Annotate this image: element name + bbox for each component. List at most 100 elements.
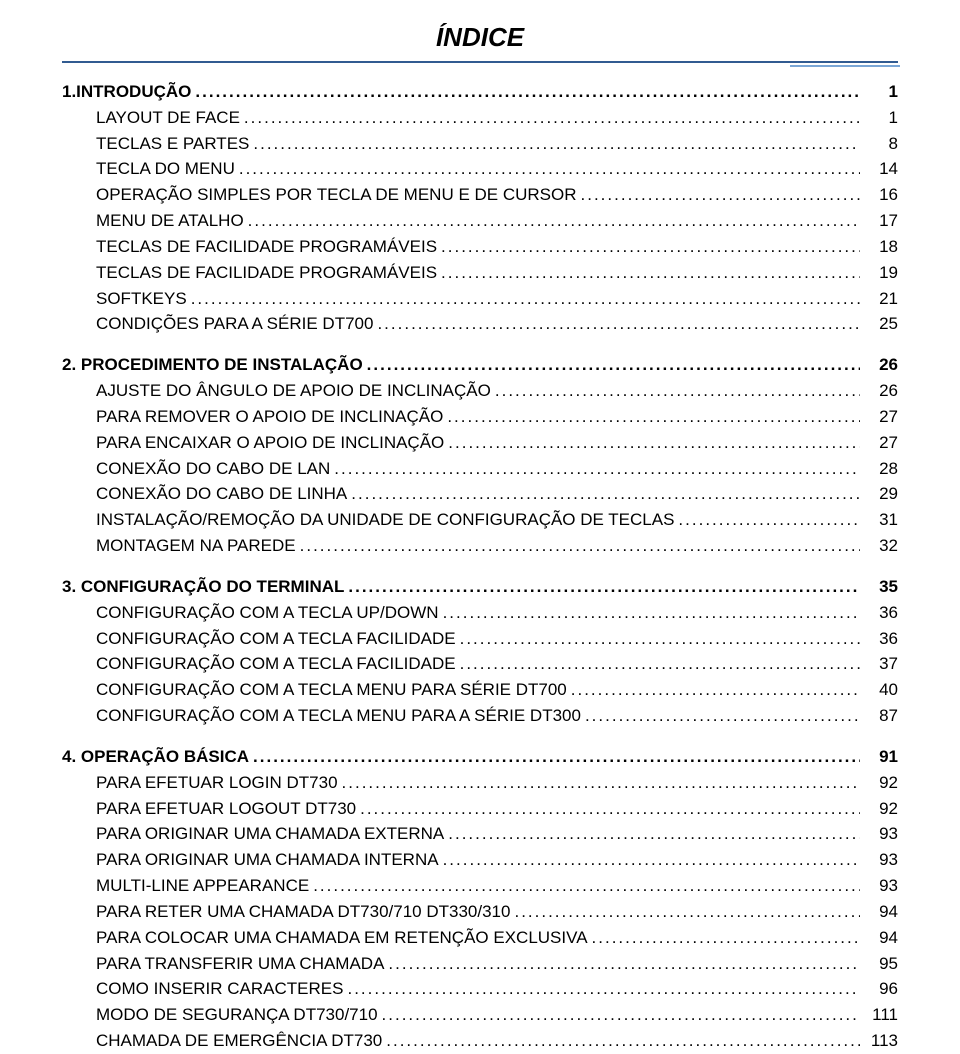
toc-label: PARA EFETUAR LOGOUT DT730 [96,796,356,822]
toc-page-number: 35 [864,574,898,600]
toc-label: 1.INTRODUÇÃO [62,79,191,105]
toc-item-row: TECLAS E PARTES8 [96,131,898,157]
toc-label: CONFIGURAÇÃO COM A TECLA UP/DOWN [96,600,439,626]
toc-label: PARA ENCAIXAR O APOIO DE INCLINAÇÃO [96,430,444,456]
toc-page-number: 95 [864,951,898,977]
toc-leader-dots [248,208,860,234]
toc-label: CONFIGURAÇÃO COM A TECLA FACILIDADE [96,651,456,677]
toc-leader-dots [367,352,860,378]
toc-label: CONDIÇÕES PARA A SÉRIE DT700 [96,311,373,337]
toc-item-row: PARA REMOVER O APOIO DE INCLINAÇÃO 27 [96,404,898,430]
toc-page-number: 27 [864,404,898,430]
toc-section-row: 2. PROCEDIMENTO DE INSTALAÇÃO26 [62,352,898,378]
toc-label: OPERAÇÃO SIMPLES POR TECLA DE MENU E DE … [96,182,577,208]
toc-page-number: 36 [864,626,898,652]
table-of-contents: 1.INTRODUÇÃO 1LAYOUT DE FACE1TECLAS E PAR… [62,79,898,1054]
toc-label: INSTALAÇÃO/REMOÇÃO DA UNIDADE DE CONFIGU… [96,507,674,533]
toc-page-number: 93 [864,821,898,847]
toc-label: PARA ORIGINAR UMA CHAMADA INTERNA [96,847,439,873]
toc-label: TECLAS DE FACILIDADE PROGRAMÁVEIS [96,234,437,260]
toc-leader-dots [253,131,860,157]
toc-leader-dots [388,951,860,977]
toc-page-number: 26 [864,378,898,404]
toc-label: CHAMADA DE EMERGÊNCIA DT730 [96,1028,382,1054]
toc-label: TECLA DO MENU [96,156,235,182]
toc-label: PARA REMOVER O APOIO DE INCLINAÇÃO [96,404,443,430]
toc-page-number: 40 [864,677,898,703]
toc-item-row: TECLA DO MENU 14 [96,156,898,182]
toc-page-number: 19 [864,260,898,286]
toc-leader-dots [581,182,860,208]
toc-item-row: INSTALAÇÃO/REMOÇÃO DA UNIDADE DE CONFIGU… [96,507,898,533]
toc-leader-dots [253,744,860,770]
toc-item-row: PARA ORIGINAR UMA CHAMADA EXTERNA 93 [96,821,898,847]
toc-page-number: 25 [864,311,898,337]
toc-group-gap [62,559,898,574]
toc-leader-dots [448,430,860,456]
toc-leader-dots [300,533,860,559]
toc-item-row: PARA COLOCAR UMA CHAMADA EM RETENÇÃO EXC… [96,925,898,951]
toc-item-row: TECLAS DE FACILIDADE PROGRAMÁVEIS 18 [96,234,898,260]
toc-item-row: OPERAÇÃO SIMPLES POR TECLA DE MENU E DE … [96,182,898,208]
toc-leader-dots [342,770,860,796]
toc-label: PARA RETER UMA CHAMADA DT730/710 DT330/3… [96,899,510,925]
toc-group-gap [62,337,898,352]
toc-page-number: 94 [864,925,898,951]
toc-item-row: CONDIÇÕES PARA A SÉRIE DT700 25 [96,311,898,337]
toc-label: PARA ORIGINAR UMA CHAMADA EXTERNA [96,821,444,847]
toc-label: TECLAS DE FACILIDADE PROGRAMÁVEIS [96,260,437,286]
toc-item-row: PARA ORIGINAR UMA CHAMADA INTERNA93 [96,847,898,873]
page-title: ÍNDICE [436,22,524,52]
toc-item-row: CONFIGURAÇÃO COM A TECLA FACILIDADE37 [96,651,898,677]
toc-page-number: 18 [864,234,898,260]
toc-leader-dots [585,703,860,729]
toc-page-number: 31 [864,507,898,533]
toc-leader-dots [239,156,860,182]
toc-label: SOFTKEYS [96,286,187,312]
document-page: ÍNDICE 1.INTRODUÇÃO1LAYOUT DE FACE1TECLA… [0,0,960,1054]
toc-item-row: PARA ENCAIXAR O APOIO DE INCLINAÇÃO27 [96,430,898,456]
toc-leader-dots [443,847,860,873]
toc-label: 3. CONFIGURAÇÃO DO TERMINAL [62,574,344,600]
toc-item-row: MENU DE ATALHO17 [96,208,898,234]
toc-page-number: 16 [864,182,898,208]
toc-page-number: 96 [864,976,898,1002]
toc-item-row: COMO INSERIR CARACTERES 96 [96,976,898,1002]
toc-leader-dots [441,234,860,260]
toc-leader-dots [360,796,860,822]
toc-item-row: CONFIGURAÇÃO COM A TECLA MENU PARA A SÉR… [96,703,898,729]
toc-page-number: 32 [864,533,898,559]
toc-page-number: 36 [864,600,898,626]
toc-label: TECLAS E PARTES [96,131,249,157]
toc-label: COMO INSERIR CARACTERES [96,976,343,1002]
toc-leader-dots [244,105,860,131]
toc-label: PARA TRANSFERIR UMA CHAMADA [96,951,384,977]
toc-page-number: 113 [864,1028,898,1054]
toc-label: 4. OPERAÇÃO BÁSICA [62,744,249,770]
toc-leader-dots [386,1028,860,1054]
toc-page-number: 26 [864,352,898,378]
toc-item-row: CONEXÃO DO CABO DE LAN28 [96,456,898,482]
toc-label: CONFIGURAÇÃO COM A TECLA FACILIDADE [96,626,456,652]
toc-leader-dots [443,600,860,626]
toc-label: MODO DE SEGURANÇA DT730/710 [96,1002,378,1028]
toc-page-number: 111 [864,1002,898,1028]
toc-page-number: 92 [864,770,898,796]
toc-page-number: 1 [864,79,898,105]
toc-item-row: MULTI-LINE APPEARANCE93 [96,873,898,899]
toc-leader-dots [460,626,860,652]
toc-item-row: PARA RETER UMA CHAMADA DT730/710 DT330/3… [96,899,898,925]
toc-page-number: 14 [864,156,898,182]
toc-item-row: LAYOUT DE FACE1 [96,105,898,131]
toc-label: CONFIGURAÇÃO COM A TECLA MENU PARA A SÉR… [96,703,581,729]
toc-leader-dots [351,481,860,507]
toc-leader-dots [347,976,860,1002]
toc-item-row: CONFIGURAÇÃO COM A TECLA UP/DOWN 36 [96,600,898,626]
toc-page-number: 87 [864,703,898,729]
toc-item-row: TECLAS DE FACILIDADE PROGRAMÁVEIS 19 [96,260,898,286]
toc-page-number: 92 [864,796,898,822]
toc-section-row: 1.INTRODUÇÃO 1 [62,79,898,105]
toc-section-row: 3. CONFIGURAÇÃO DO TERMINAL 35 [62,574,898,600]
toc-page-number: 1 [864,105,898,131]
toc-leader-dots [313,873,860,899]
